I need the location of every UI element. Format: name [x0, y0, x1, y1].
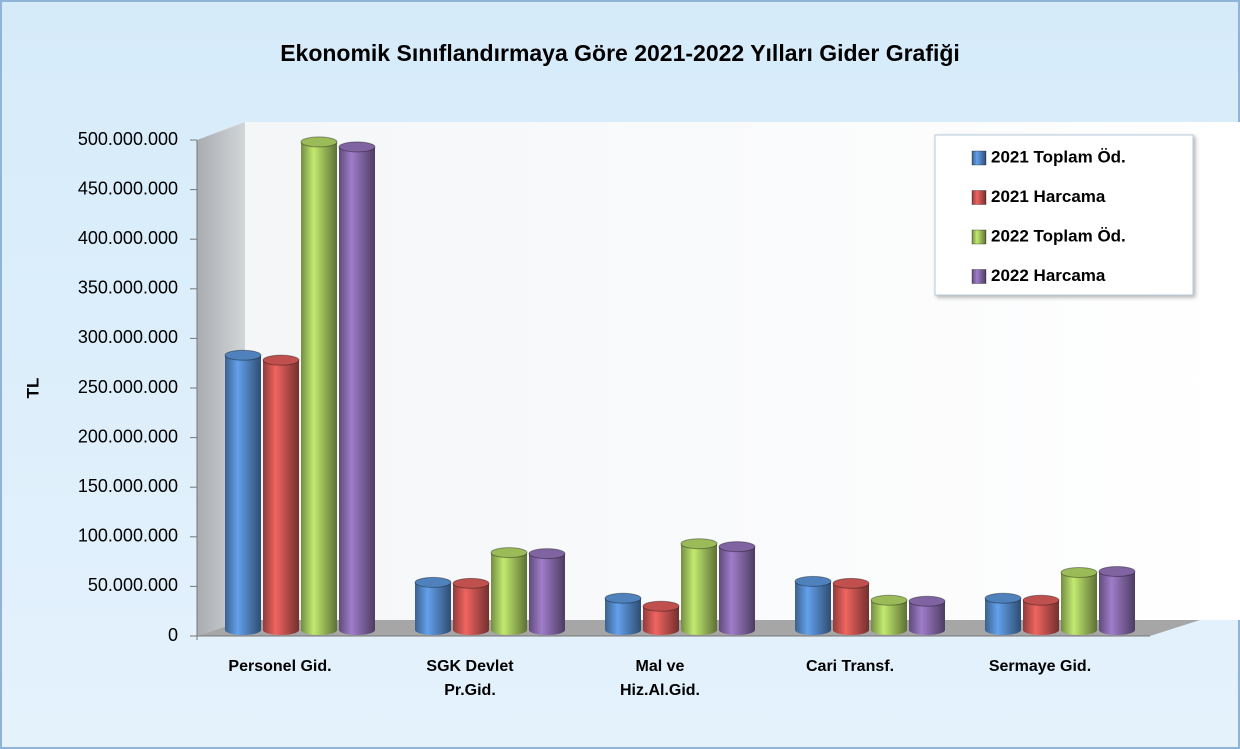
bar — [1099, 571, 1135, 630]
bar — [985, 598, 1021, 630]
bar — [453, 583, 489, 630]
bar — [225, 355, 261, 630]
legend-label: 2021 Harcama — [991, 187, 1106, 206]
y-tick-label: 300.000.000 — [78, 327, 178, 347]
bar-base — [301, 625, 337, 635]
bar-top — [680, 538, 718, 550]
bar-top — [338, 141, 376, 153]
bar-top — [718, 541, 756, 553]
bar — [833, 583, 869, 630]
y-tick-label: 50.000.000 — [88, 575, 178, 595]
bar-top — [1098, 565, 1136, 577]
y-tick-label: 450.000.000 — [78, 178, 178, 198]
bar-base — [339, 625, 375, 635]
bar — [1061, 572, 1097, 630]
legend-swatch — [971, 269, 987, 284]
bar-base — [605, 625, 641, 635]
bar-base — [225, 625, 261, 635]
bar — [415, 582, 451, 630]
legend-label: 2021 Toplam Öd. — [991, 147, 1126, 166]
x-tick-label: Sermaye Gid. — [988, 658, 1092, 675]
bar — [681, 543, 717, 630]
chart-title: Ekonomik Sınıflandırmaya Göre 2021-2022 … — [280, 40, 960, 66]
bar-base — [985, 625, 1021, 635]
bar — [301, 141, 337, 630]
y-axis-label: TL — [23, 378, 42, 399]
y-tick-label: 500.000.000 — [78, 129, 178, 149]
bar — [719, 546, 755, 630]
bar-top — [262, 354, 300, 366]
bar-base — [1099, 625, 1135, 635]
y-tick-label: 150.000.000 — [78, 476, 178, 496]
y-tick-label: 0 — [168, 625, 178, 645]
bar — [643, 606, 679, 630]
bar-top — [642, 600, 680, 612]
x-tick-label: Cari Transf. — [805, 658, 895, 675]
bar-base — [1023, 625, 1059, 635]
x-tick-label: Mal ve Hiz.Al.Gid. — [620, 658, 700, 699]
bar — [491, 552, 527, 630]
legend-label: 2022 Toplam Öd. — [991, 226, 1126, 245]
y-tick-label: 100.000.000 — [78, 526, 178, 546]
bar — [795, 581, 831, 630]
bar-top — [300, 136, 338, 148]
bar-top — [452, 577, 490, 589]
bar-base — [1061, 625, 1097, 635]
bar-top — [870, 594, 908, 606]
bar-top — [528, 548, 566, 560]
bar-top — [414, 576, 452, 588]
x-tick-label: Personel Gid. — [228, 658, 332, 675]
bar-base — [719, 625, 755, 635]
y-tick-label: 200.000.000 — [78, 426, 178, 446]
legend-swatch — [971, 190, 987, 205]
bar — [605, 598, 641, 630]
bar-base — [795, 625, 831, 635]
bar-base — [453, 625, 489, 635]
bar-base — [643, 625, 679, 635]
bar-top — [908, 595, 946, 607]
legend-swatch — [971, 150, 987, 166]
bar-base — [491, 625, 527, 635]
legend-label: 2022 Harcama — [991, 266, 1106, 285]
bar-base — [681, 625, 717, 635]
x-tick-label: SGK Devlet Pr.Gid. — [426, 658, 514, 699]
bar-base — [415, 625, 451, 635]
bar-top — [224, 349, 262, 361]
bar — [529, 553, 565, 630]
bar-top — [1022, 594, 1060, 606]
bar-base — [909, 625, 945, 635]
bar-base — [263, 625, 299, 635]
y-tick-label: 350.000.000 — [78, 278, 178, 298]
bar — [339, 146, 375, 630]
bar-top — [490, 547, 528, 559]
bar-top — [1060, 566, 1098, 578]
bar-top — [604, 592, 642, 604]
bar-top — [984, 592, 1022, 604]
bar-base — [529, 625, 565, 635]
bar-base — [871, 625, 907, 635]
y-tick-label: 400.000.000 — [78, 228, 178, 248]
bar-base — [833, 625, 869, 635]
bar-top — [794, 575, 832, 587]
y-tick-label: 250.000.000 — [78, 377, 178, 397]
bar — [263, 360, 299, 630]
legend-swatch — [971, 229, 987, 245]
bar-top — [832, 577, 870, 589]
